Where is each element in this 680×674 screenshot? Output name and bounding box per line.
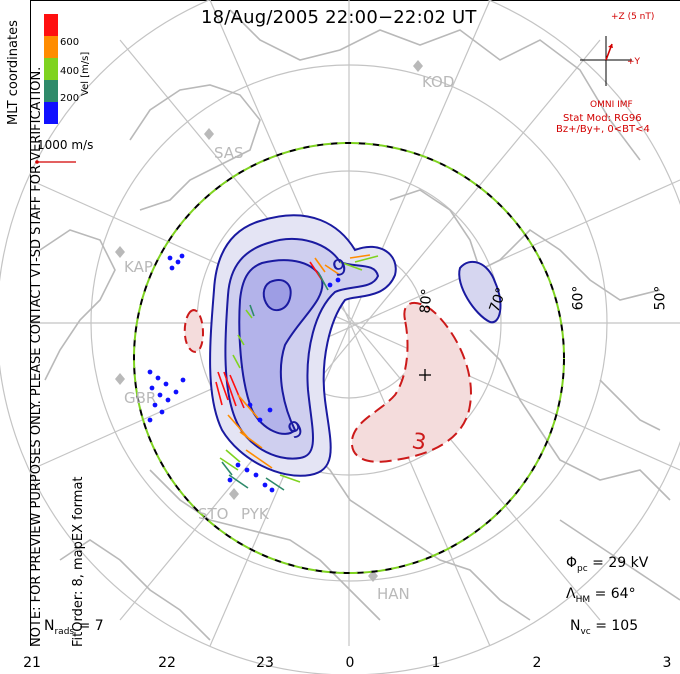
stat-nvc-value: = 105 [595, 618, 639, 634]
mlt-tick-0: 0 [345, 655, 355, 671]
stat-lambda-value: = 64° [594, 586, 636, 602]
stat-lambda-sub: HM [575, 594, 591, 605]
mlt-tick-23: 23 [256, 655, 274, 671]
velocity-colorbar [44, 14, 58, 124]
coastlines [39, 9, 680, 641]
colorbar-unit: Vel [m/s] [80, 51, 91, 96]
lat-label-80: 80° [417, 287, 436, 315]
site-sas: SAS [214, 144, 244, 162]
stat-nrads-value: = 7 [78, 618, 104, 634]
colorbar-swatch-2 [44, 58, 58, 80]
coordinate-system-label: MLT coordinates [6, 20, 21, 125]
stat-nrads-sub: rads [54, 626, 75, 637]
stat-nrads-symbol: N [44, 618, 55, 634]
stat-lambda-hm: ΛHM = 64° [566, 586, 636, 605]
positive-cell-small [458, 260, 502, 324]
stat-phi-pc: Φpc = 29 kV [566, 555, 648, 574]
mlt-tick-1: 1 [431, 655, 441, 671]
site-han: HAN [377, 585, 410, 603]
colorbar-tick-600: 600 [60, 37, 80, 48]
mlt-tick-21: 21 [23, 655, 41, 671]
colorbar-swatch-1 [44, 36, 58, 58]
imf-model-label: Stat Mod: RG96 [563, 113, 642, 124]
site-sto: STO [198, 505, 229, 523]
map-title: 18/Aug/2005 22:00−22:02 UT [201, 7, 477, 28]
lat-label-50: 50° [652, 285, 669, 311]
site-kod: KOD [422, 73, 455, 91]
imf-source-label: OMNI IMF [590, 100, 633, 110]
preview-note-line1: NOTE: FOR PREVIEW PURPOSES ONLY. PLEASE … [29, 66, 44, 647]
site-gbr: GBR [124, 389, 157, 407]
imf-bz-label: +Z (5 nT) [611, 12, 655, 22]
stat-lambda-symbol: Λ [566, 586, 576, 602]
mlt-tick-3: 3 [662, 655, 672, 671]
lat-label-60: 60° [570, 285, 587, 311]
stat-nrads: Nrads = 7 [44, 618, 104, 637]
imf-condition-label: Bz+/By+, 0<BT<4 [556, 124, 650, 135]
radar-site-markers [115, 60, 423, 582]
mlt-tick-22: 22 [158, 655, 176, 671]
pole-marker [419, 369, 431, 381]
colorbar-swatch-0 [44, 14, 58, 36]
stat-nvc-sub: vc [580, 626, 591, 637]
vector-scale-label: 1000 m/s [37, 138, 94, 152]
stat-phi-value: = 29 kV [592, 555, 649, 571]
colorbar-tick-200: 200 [60, 93, 80, 104]
colorbar-tick-400: 400 [60, 66, 80, 77]
colorbar-swatch-4 [44, 102, 58, 124]
hm-boundary-alt [133, 142, 565, 574]
vector-scale-origin [35, 160, 39, 164]
positive-cell [209, 214, 397, 477]
site-pyk: PYK [241, 505, 269, 523]
imf-dial [580, 36, 632, 86]
stat-nvc: Nvc = 105 [570, 618, 638, 637]
negative-cell [183, 301, 472, 463]
stat-phi-symbol: Φ [566, 555, 578, 571]
imf-by-label: +Y [627, 57, 641, 67]
stat-nvc-symbol: N [570, 618, 581, 634]
site-kap: KAP [124, 258, 153, 276]
mlt-tick-2: 2 [532, 655, 542, 671]
velocity-vectors [147, 253, 379, 493]
stat-phi-sub: pc [577, 563, 588, 574]
colorbar-swatch-3 [44, 80, 58, 102]
